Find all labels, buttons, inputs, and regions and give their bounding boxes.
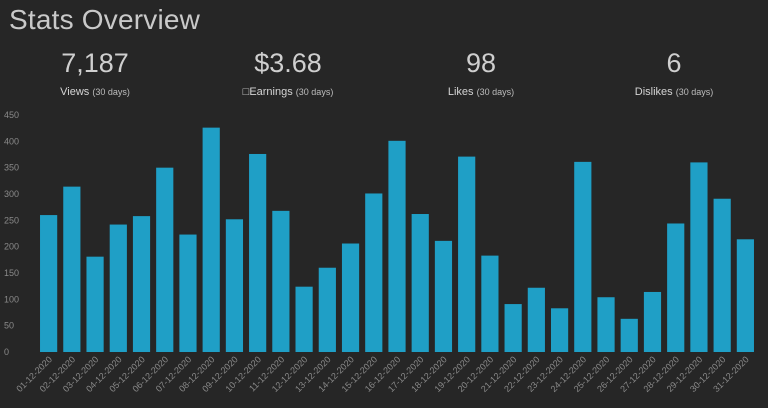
bar [318, 267, 336, 352]
bar [202, 127, 220, 352]
bar [295, 286, 313, 352]
stat-views: 7,187 Views (30 days) [15, 46, 175, 98]
bar [272, 210, 290, 352]
bar [713, 198, 731, 352]
stat-label: □Earnings (30 days) [208, 86, 368, 98]
bar [341, 243, 360, 352]
y-tick-label: 400 [4, 136, 19, 146]
bar [132, 216, 151, 352]
bar [550, 308, 569, 352]
y-tick-label: 300 [4, 189, 19, 199]
bar [643, 291, 662, 352]
bar [481, 255, 499, 352]
bar [109, 224, 127, 352]
stat-period: (30 days) [476, 87, 515, 97]
stat-value: $3.68 [254, 48, 322, 78]
y-tick-label: 350 [4, 163, 19, 173]
bar [411, 214, 429, 352]
bar [574, 161, 592, 352]
page-title: Stats Overview [9, 4, 201, 35]
bar [458, 156, 476, 352]
stat-dislikes: 6 Dislikes (30 days) [594, 46, 754, 98]
bar [156, 167, 174, 352]
bar [690, 162, 708, 352]
stat-label-text: Views [60, 86, 90, 98]
stat-value: 7,187 [61, 48, 129, 78]
stat-label: Dislikes (30 days) [594, 86, 754, 98]
bar [225, 219, 244, 352]
bar [597, 297, 615, 352]
y-tick-label: 150 [4, 268, 19, 278]
stat-period: (30 days) [92, 87, 130, 97]
stat-period: (30 days) [295, 87, 334, 97]
bar [736, 239, 754, 352]
stat-period: (30 days) [675, 87, 714, 97]
bar [620, 318, 638, 352]
y-tick-label: 200 [4, 242, 19, 252]
bar [527, 287, 545, 352]
bar [667, 223, 685, 352]
bar [179, 234, 197, 352]
stat-label-text: Likes [447, 86, 474, 98]
bar [86, 256, 104, 352]
bar [365, 193, 383, 352]
y-tick-label: 50 [4, 321, 14, 331]
bar [504, 304, 522, 352]
stat-earnings: $3.68 □Earnings (30 days) [208, 46, 368, 98]
y-tick-label: 0 [4, 347, 9, 357]
bar [40, 215, 58, 352]
stat-label-text: □Earnings [242, 86, 293, 98]
bar [434, 240, 453, 352]
stat-label: Views (30 days) [15, 86, 175, 98]
stat-label: Likes (30 days) [401, 86, 561, 98]
stat-value: 6 [666, 48, 682, 78]
y-tick-label: 100 [4, 294, 19, 304]
bar [63, 186, 81, 352]
bar [388, 140, 406, 352]
stat-label-text: Dislikes [634, 86, 673, 98]
stat-value: 98 [465, 48, 497, 78]
stat-likes: 98 Likes (30 days) [401, 46, 561, 98]
bar [249, 153, 267, 352]
y-tick-label: 450 [4, 110, 19, 120]
y-tick-label: 250 [4, 215, 19, 225]
